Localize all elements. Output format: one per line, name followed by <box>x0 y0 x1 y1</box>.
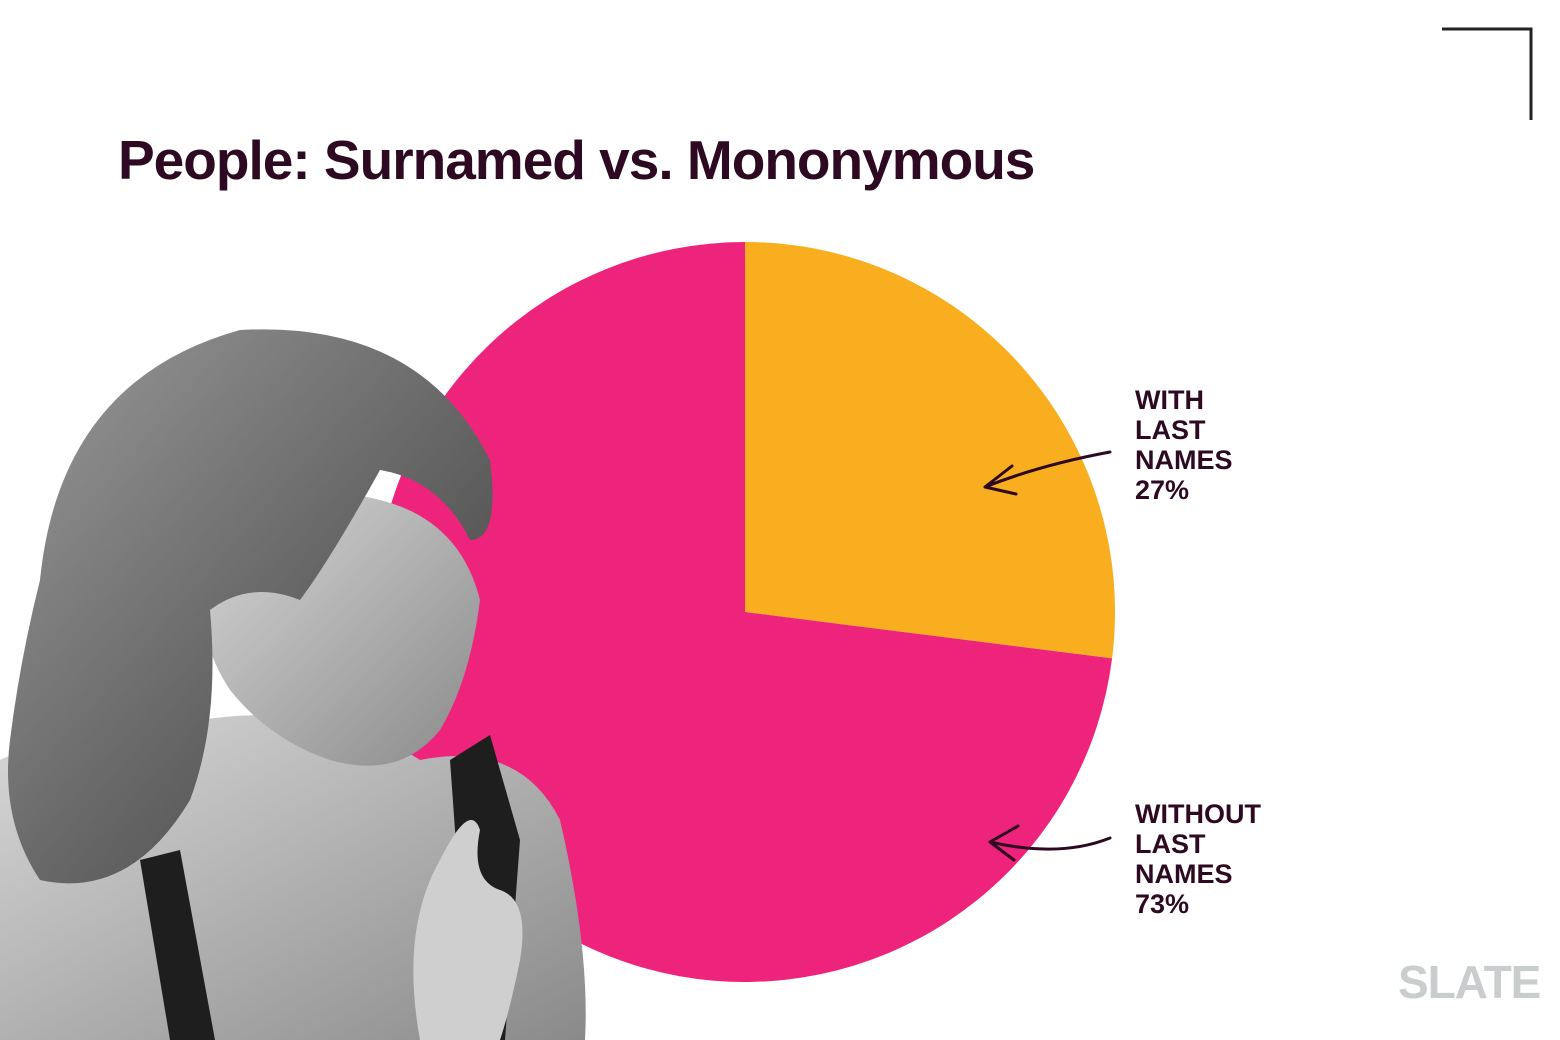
chart-title: People: Surnamed vs. Mononymous <box>118 129 1035 191</box>
hand <box>413 820 523 1040</box>
arrows <box>983 450 1112 862</box>
category-label: WITH LAST NAMES <box>1135 385 1233 475</box>
pie <box>374 242 1115 983</box>
logo: SLATE <box>1398 956 1541 1008</box>
arrow <box>988 824 1112 862</box>
corner-mark <box>1442 27 1533 120</box>
arrow <box>983 450 1112 496</box>
hair <box>8 329 493 884</box>
value-label: 73% <box>1135 889 1190 919</box>
category-label: WITHOUT LAST NAMES <box>1135 799 1261 889</box>
slice-label: WITH LAST NAMES 27% <box>1135 385 1233 505</box>
pie-slice <box>745 242 1115 659</box>
slice-label: WITHOUT LAST NAMES 73% <box>1135 799 1261 919</box>
value-label: 27% <box>1135 475 1190 505</box>
pie-slice <box>374 242 1113 983</box>
photo <box>0 329 586 1040</box>
